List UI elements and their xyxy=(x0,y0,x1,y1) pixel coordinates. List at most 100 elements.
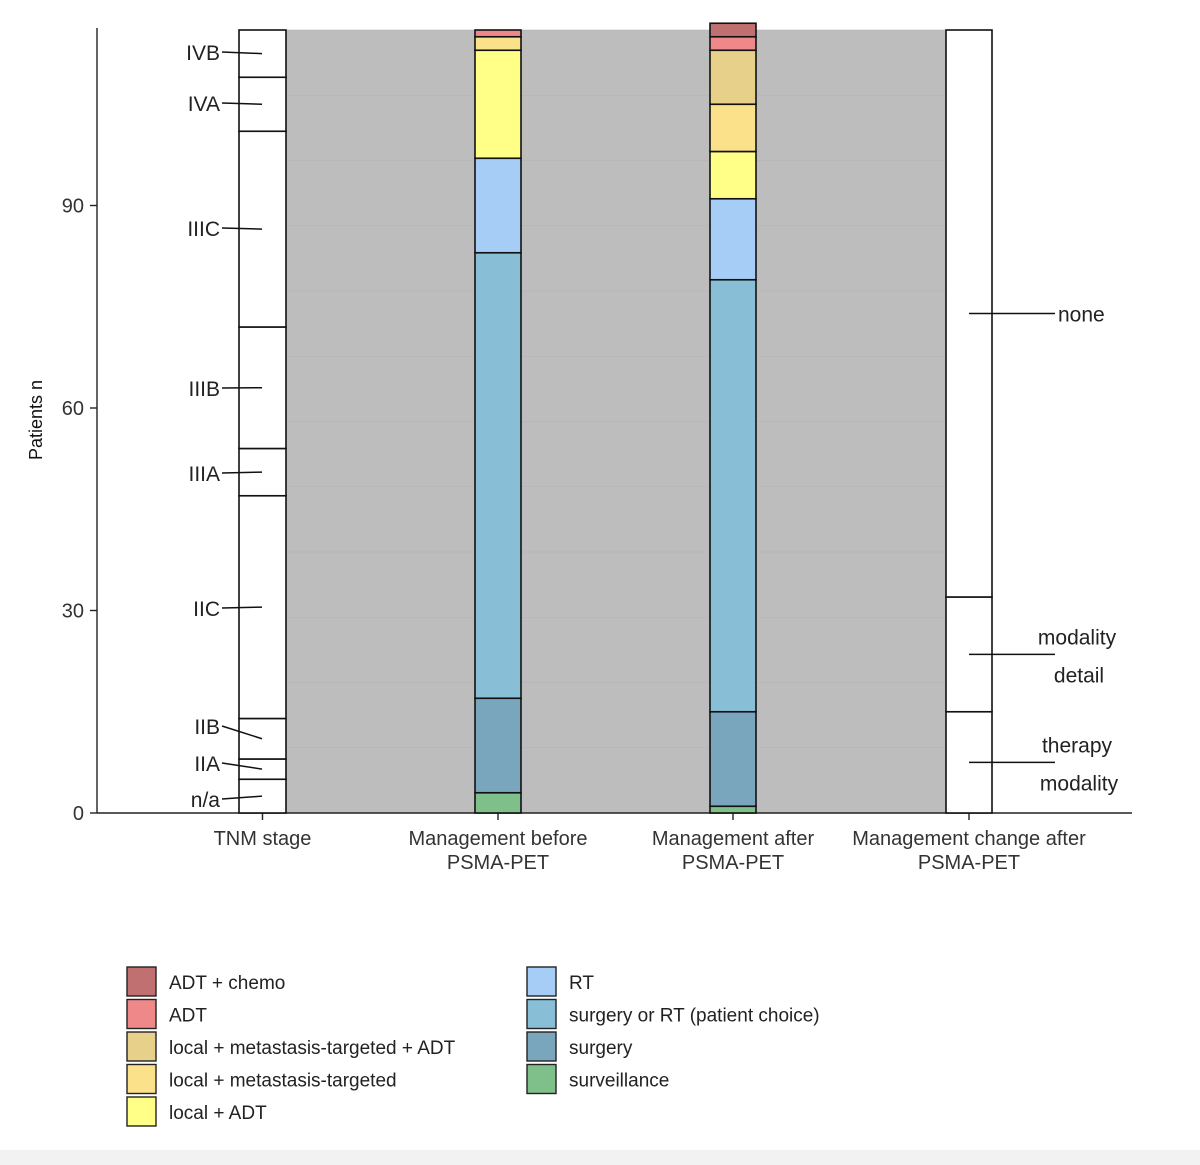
stratum-box xyxy=(709,22,757,38)
stratum-box xyxy=(709,35,757,52)
legend-swatch xyxy=(126,966,157,997)
flow-band xyxy=(285,225,476,292)
stratum-box xyxy=(238,778,287,814)
stratum-box xyxy=(474,791,522,814)
legend-label: local + ADT xyxy=(169,1103,267,1124)
flow-band xyxy=(755,94,947,161)
legend-swatch xyxy=(126,1096,157,1127)
legend-label: local + metastasis-targeted + ADT xyxy=(169,1038,456,1059)
flow-band xyxy=(285,486,476,553)
axis-layer: 0 30 60 90 Patients n TNM stage Management bef… xyxy=(26,28,1132,874)
stratum-leader xyxy=(221,795,263,800)
stratum-box xyxy=(474,49,522,160)
stratum-box xyxy=(709,103,757,153)
stratum-leader xyxy=(221,227,263,230)
flow-band xyxy=(285,94,476,161)
flow-band xyxy=(285,421,476,488)
stratum-box xyxy=(709,278,757,713)
stratum-box xyxy=(709,710,757,808)
stratum-label: IIIC xyxy=(187,218,220,241)
x-axis-label: PSMA-PET xyxy=(447,852,549,874)
stratum-leader xyxy=(221,762,263,770)
stratum-box xyxy=(709,49,757,106)
stratum-box xyxy=(474,697,522,794)
legend-label: surgery xyxy=(569,1038,633,1059)
flow-band xyxy=(755,355,947,422)
flow-band xyxy=(520,421,711,488)
bottom-band xyxy=(0,1150,1200,1165)
flow-band xyxy=(755,421,947,488)
y-tick-label: 30 xyxy=(62,601,84,623)
flow-band xyxy=(285,355,476,422)
stratum-label: none xyxy=(1058,304,1105,327)
flow-band xyxy=(755,290,947,357)
x-axis-label: TNM stage xyxy=(214,828,312,850)
legend-swatch xyxy=(526,1063,557,1095)
legend-swatch xyxy=(126,1063,157,1095)
flow-band xyxy=(755,29,947,96)
label-layer: n/a IIA IIB IIC IIIA IIIB IIIC IVA IVB therapy mod… xyxy=(186,42,1118,812)
stratum-box xyxy=(709,805,757,814)
legend-label: ADT + chemo xyxy=(169,973,285,994)
legend-swatch xyxy=(526,998,557,1030)
flow-band xyxy=(285,290,476,357)
stratum-box xyxy=(709,150,757,200)
legend: ADT + chemo ADT local + metastasis-targete… xyxy=(126,966,820,1127)
flow-band xyxy=(520,486,711,553)
flow-layer xyxy=(285,29,947,814)
stratum-leader xyxy=(221,51,263,55)
flow-band xyxy=(285,160,476,227)
stratum-box xyxy=(238,758,287,781)
flow-band xyxy=(520,616,711,683)
stratum-label: IIIB xyxy=(188,378,220,401)
stratum-leader xyxy=(221,102,263,105)
legend-label: RT xyxy=(569,973,594,994)
flow-band xyxy=(520,290,711,357)
stratum-label: IVB xyxy=(186,42,220,65)
legend-swatch xyxy=(526,966,557,997)
stratum-box xyxy=(474,29,522,38)
stratum-leader xyxy=(221,471,263,474)
flow-band xyxy=(520,747,711,814)
flow-band xyxy=(755,486,947,553)
stratum-label: modality xyxy=(1040,772,1119,795)
x-axis-label: PSMA-PET xyxy=(918,852,1020,874)
flow-band xyxy=(520,551,711,618)
flow-band xyxy=(285,747,476,814)
stratum-label: IIB xyxy=(194,716,220,739)
legend-swatch xyxy=(526,1031,557,1062)
stratum-label: therapy xyxy=(1042,734,1113,757)
x-axis-label: PSMA-PET xyxy=(682,852,784,874)
flow-band xyxy=(285,682,476,749)
stratum-label: IIC xyxy=(193,598,220,621)
stratum-label: n/a xyxy=(191,789,221,812)
stratum-box xyxy=(474,35,522,52)
stratum-label: detail xyxy=(1054,664,1104,687)
legend-label: surgery or RT (patient choice) xyxy=(569,1006,820,1027)
x-axis-label: Management after xyxy=(652,828,815,850)
stratum-leader xyxy=(221,725,263,740)
flow-band xyxy=(520,682,711,749)
flow-band xyxy=(755,682,947,749)
flow-band xyxy=(520,160,711,227)
flow-band xyxy=(285,29,476,96)
stratum-box xyxy=(474,251,522,700)
y-axis-title: Patients n xyxy=(26,380,46,460)
flow-band xyxy=(520,94,711,161)
flow-band xyxy=(520,355,711,422)
y-tick-label: 0 xyxy=(73,803,84,825)
flow-band xyxy=(755,551,947,618)
stratum-box xyxy=(238,717,287,760)
stratum-label: IIIA xyxy=(188,463,220,486)
x-axis-label: Management change after xyxy=(852,828,1086,850)
flow-band xyxy=(520,225,711,292)
x-axis-label: Management before xyxy=(408,828,587,850)
stratum-leader xyxy=(221,606,263,609)
stratum-box xyxy=(709,197,757,281)
legend-label: local + metastasis-targeted xyxy=(169,1071,397,1092)
flow-band xyxy=(285,616,476,683)
flow-band xyxy=(755,747,947,814)
flow-band xyxy=(755,616,947,683)
stratum-label: IIA xyxy=(194,753,220,776)
